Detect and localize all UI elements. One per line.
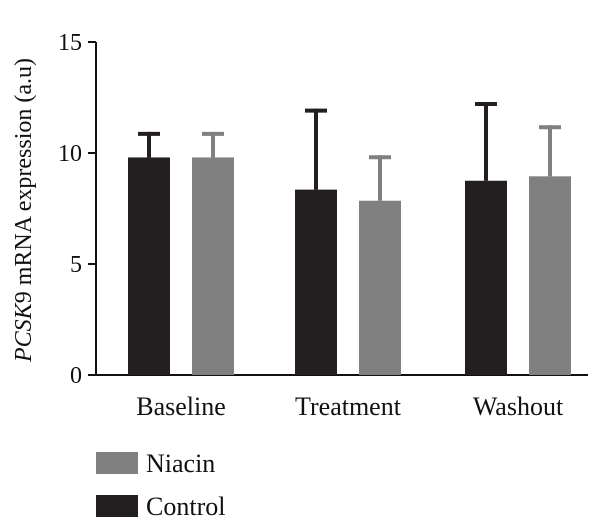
y-tick-label: 10: [58, 141, 82, 167]
x-tick-label: Treatment: [295, 392, 402, 421]
legend-swatch-control: [96, 495, 138, 517]
bar-control-washout: [465, 180, 507, 375]
legend: Niacin Control: [96, 449, 225, 521]
x-tick-label: Baseline: [136, 392, 226, 421]
bar-control-treatment: [295, 189, 337, 375]
y-tick-label: 0: [70, 363, 82, 389]
x-axis-labels: Baseline Treatment Washout: [136, 392, 564, 421]
error-bars: [138, 101, 561, 201]
y-axis-title: PCSK9 mRNA expression (a.u): [11, 58, 37, 363]
legend-label-niacin: Niacin: [146, 449, 215, 478]
bar-niacin-washout: [529, 176, 571, 375]
y-axis-title-rest: 9 mRNA expression (a.u): [11, 58, 37, 303]
y-tick-label: 5: [70, 252, 82, 278]
x-tick-label: Washout: [473, 392, 564, 421]
y-axis-title-italic: PCSK: [11, 301, 37, 363]
bars: [128, 157, 571, 375]
axes: 0 5 10 15: [58, 30, 588, 389]
bar-niacin-treatment: [359, 200, 401, 375]
legend-label-control: Control: [146, 492, 225, 521]
y-tick-label: 15: [58, 30, 82, 56]
bar-control-baseline: [128, 157, 170, 375]
legend-swatch-niacin: [96, 452, 138, 474]
bar-niacin-baseline: [192, 157, 234, 375]
